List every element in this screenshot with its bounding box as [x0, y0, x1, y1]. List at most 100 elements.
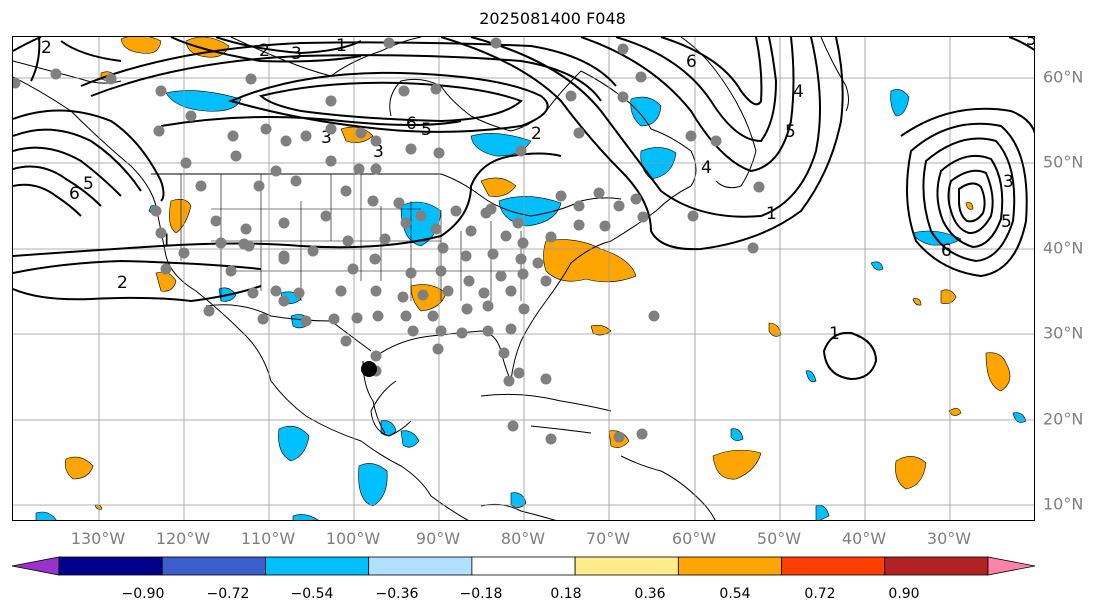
- station-marker: [178, 247, 190, 259]
- station-marker: [278, 217, 290, 229]
- station-marker: [555, 190, 567, 202]
- station-marker: [593, 187, 605, 199]
- station-marker: [505, 285, 517, 297]
- station-marker: [753, 181, 765, 193]
- station-marker: [635, 71, 647, 83]
- station-marker: [369, 253, 381, 265]
- shaded-area: [480, 177, 517, 197]
- longitude-label: 70°W: [585, 529, 631, 548]
- station-marker: [599, 220, 611, 232]
- shaded-area: [895, 456, 927, 490]
- shaded-area: [712, 449, 762, 480]
- country-border: [205, 304, 372, 352]
- contour-line: [13, 285, 262, 303]
- colorbar-tick-label: 0.90: [888, 586, 920, 602]
- station-marker: [370, 285, 382, 297]
- colorbar-tick-label: −0.90: [121, 586, 165, 602]
- station-marker: [340, 335, 352, 347]
- shaded-area: [65, 456, 94, 480]
- colorbar-segment: [781, 556, 886, 576]
- latitude-label: 40°N: [1043, 238, 1084, 258]
- colorbar-segment: [884, 556, 989, 576]
- station-marker: [482, 300, 494, 312]
- shaded-area: [948, 408, 962, 416]
- station-marker: [325, 155, 337, 167]
- station-marker: [210, 215, 222, 227]
- colorbar-extend-low: [11, 556, 60, 576]
- station-marker: [335, 285, 347, 297]
- contour-line: [160, 116, 462, 127]
- shaded-area: [940, 289, 957, 305]
- station-marker: [290, 175, 302, 187]
- station-marker: [573, 127, 585, 139]
- station-marker: [13, 77, 21, 89]
- longitude-label: 40°W: [841, 529, 887, 548]
- station-marker: [227, 130, 239, 142]
- station-marker: [367, 195, 379, 207]
- contour-line: [13, 259, 262, 274]
- station-marker: [355, 127, 367, 139]
- station-marker: [417, 289, 429, 301]
- shaded-area: [358, 463, 388, 507]
- station-marker: [155, 85, 167, 97]
- station-marker: [260, 123, 272, 135]
- station-marker: [225, 265, 237, 277]
- station-marker: [487, 248, 499, 260]
- station-marker: [648, 310, 660, 322]
- colorbar-segment: [58, 556, 163, 576]
- station-marker: [278, 253, 290, 265]
- station-marker: [247, 287, 259, 299]
- contour-line: [958, 182, 986, 223]
- colorbar-tick-label: 0.18: [550, 586, 582, 602]
- contour-label: 6: [406, 114, 417, 134]
- station-marker: [517, 268, 529, 280]
- colorbar-segment: [368, 556, 473, 576]
- shaded-area: [912, 298, 922, 306]
- station-marker: [637, 211, 649, 223]
- shaded-area: [985, 352, 1011, 392]
- longitude-label: 30°W: [926, 529, 972, 548]
- station-marker: [405, 143, 417, 155]
- station-marker: [160, 263, 172, 275]
- station-marker: [400, 217, 412, 229]
- shaded-area: [543, 239, 637, 283]
- station-marker: [540, 373, 552, 385]
- station-marker: [532, 257, 544, 269]
- contour-line: [13, 128, 142, 192]
- latitude-label: 20°N: [1043, 409, 1084, 429]
- colorbar-tick-label: 0.54: [719, 586, 751, 602]
- shaded-area: [510, 492, 527, 508]
- station-marker: [573, 219, 585, 231]
- station-marker: [512, 217, 524, 229]
- station-marker: [383, 37, 395, 49]
- latitude-label: 10°N: [1043, 494, 1084, 514]
- station-marker: [540, 275, 552, 287]
- station-marker: [340, 185, 352, 197]
- station-marker: [185, 110, 197, 122]
- station-marker: [507, 420, 519, 432]
- contour-line: [936, 155, 1004, 249]
- shaded-area: [768, 322, 782, 337]
- contour-label: 5: [1001, 212, 1012, 232]
- station-marker: [613, 200, 625, 212]
- station-marker: [325, 123, 337, 135]
- contour-lines: [13, 37, 1034, 381]
- station-marker: [257, 313, 269, 325]
- map-panel[interactable]: 2 1 3 6 5 6 4 5 6 5 4 3 1 1 3 5 6 2 3 2 …: [12, 36, 1035, 521]
- contour-label: 1: [829, 324, 840, 344]
- station-marker: [180, 157, 192, 169]
- station-marker: [415, 210, 427, 222]
- station-marker: [427, 310, 439, 322]
- station-marker: [155, 227, 167, 239]
- contour-label: 2: [531, 124, 542, 144]
- station-marker: [617, 43, 629, 55]
- contour-line: [170, 37, 362, 63]
- station-marker: [630, 193, 642, 205]
- colorbar-segment: [574, 556, 679, 576]
- contour-label: 1: [766, 204, 777, 224]
- station-marker: [442, 285, 454, 297]
- map-canvas: 2 1 3 6 5 6 4 5 6 5 4 3 1 1 3 5 6 2 3 2 …: [13, 37, 1034, 520]
- station-markers: [13, 37, 765, 445]
- coastline: [480, 503, 557, 520]
- colorbar-tick-label: −0.18: [459, 586, 503, 602]
